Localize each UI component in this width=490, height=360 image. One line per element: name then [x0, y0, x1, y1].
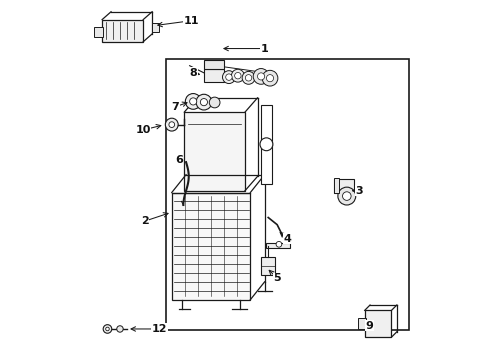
Text: 12: 12 [151, 324, 167, 334]
Circle shape [190, 98, 197, 105]
Circle shape [185, 94, 201, 109]
Circle shape [196, 94, 212, 110]
Bar [94, 27, 103, 37]
Text: 6: 6 [175, 156, 183, 165]
Text: 5: 5 [273, 273, 281, 283]
Bar [358, 318, 366, 329]
Bar [261, 105, 272, 184]
Text: 4: 4 [284, 234, 292, 244]
Circle shape [117, 326, 123, 332]
Circle shape [253, 68, 269, 84]
Circle shape [276, 242, 282, 247]
Circle shape [338, 187, 356, 205]
Circle shape [260, 138, 273, 151]
Circle shape [245, 75, 252, 81]
Text: 7: 7 [172, 102, 179, 112]
Circle shape [209, 97, 220, 108]
Bar [102, 19, 143, 42]
Circle shape [235, 72, 241, 79]
Circle shape [106, 327, 109, 331]
Circle shape [165, 118, 178, 131]
Bar [172, 193, 250, 300]
Bar [334, 179, 354, 193]
Circle shape [231, 69, 245, 82]
Bar [167, 59, 409, 330]
Circle shape [262, 70, 278, 86]
Circle shape [267, 75, 273, 82]
Bar [334, 178, 339, 193]
Text: 3: 3 [356, 186, 363, 196]
Bar [261, 257, 275, 275]
Bar [267, 243, 290, 248]
Text: 2: 2 [141, 216, 149, 226]
Circle shape [258, 73, 265, 80]
Text: 10: 10 [136, 125, 151, 135]
Text: 8: 8 [189, 68, 197, 78]
Circle shape [200, 99, 207, 106]
Circle shape [343, 192, 351, 201]
Bar [365, 310, 392, 337]
Circle shape [222, 71, 235, 84]
Text: 11: 11 [184, 16, 199, 26]
Circle shape [242, 71, 255, 84]
Bar [204, 69, 223, 82]
Text: 9: 9 [366, 321, 373, 331]
Circle shape [226, 74, 232, 80]
Bar [184, 112, 245, 191]
Circle shape [103, 325, 112, 333]
Bar [204, 60, 223, 69]
Bar [152, 23, 159, 32]
Circle shape [169, 122, 174, 127]
Text: 1: 1 [261, 44, 269, 54]
